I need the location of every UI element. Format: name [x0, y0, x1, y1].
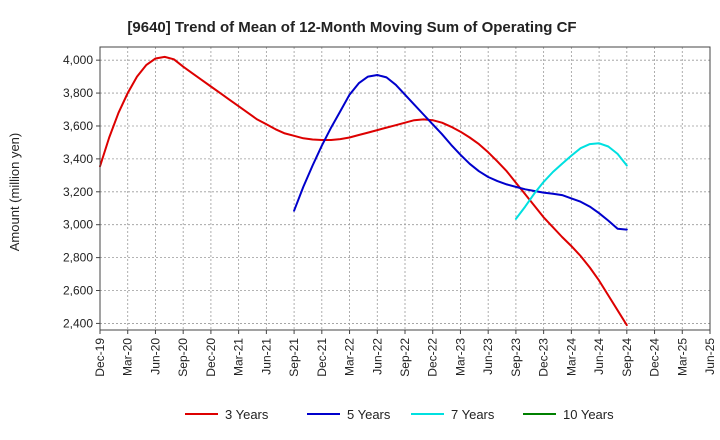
x-tick-label: Dec-20 [204, 338, 218, 377]
y-tick-label: 4,000 [63, 53, 93, 67]
y-tick-label: 2,600 [63, 284, 93, 298]
x-tick-label: Mar-21 [232, 338, 246, 376]
x-tick-label: Dec-22 [426, 338, 440, 377]
x-tick-label: Jun-22 [370, 338, 384, 375]
y-tick-label: 2,400 [63, 316, 93, 330]
legend-label-5-years: 5 Years [347, 407, 391, 422]
x-tick-label: Dec-24 [648, 338, 662, 377]
y-tick-label: 3,200 [63, 185, 93, 199]
series-lines [99, 55, 628, 327]
legend-label-7-years: 7 Years [451, 407, 495, 422]
x-tick-label: Mar-22 [343, 338, 357, 376]
series-line-3-years [99, 55, 628, 327]
x-tick-label: Jun-21 [259, 338, 273, 375]
x-tick-label: Mar-23 [453, 338, 467, 376]
x-tick-label: Mar-24 [564, 338, 578, 376]
y-tick-label: 3,600 [63, 119, 93, 133]
chart-title: [9640] Trend of Mean of 12-Month Moving … [127, 19, 576, 36]
y-tick-label: 2,800 [63, 251, 93, 265]
y-axis-label: Amount (million yen) [7, 133, 22, 252]
x-tick-label: Sep-22 [398, 338, 412, 377]
x-tick-label: Dec-19 [93, 338, 107, 377]
y-tick-label: 3,000 [63, 218, 93, 232]
y-tick-label: 3,800 [63, 86, 93, 100]
series-line-5-years [293, 74, 628, 231]
legend: 3 Years 5 Years 7 Years 10 Years [185, 407, 614, 422]
x-tick-label: Jun-20 [148, 338, 162, 375]
x-tick-label: Sep-24 [620, 338, 634, 377]
x-tick-label: Sep-20 [176, 338, 190, 377]
x-tick-label: Jun-24 [592, 338, 606, 375]
grid [99, 47, 711, 330]
x-tick-label: Mar-25 [675, 338, 689, 376]
legend-label-10-years: 10 Years [563, 407, 614, 422]
x-axis-ticks: Dec-19 Mar-20 Jun-20 Sep-20 Dec-20 Mar-21 Jun-… [93, 330, 717, 377]
x-tick-label: Jun-25 [703, 338, 717, 375]
x-tick-label: Jun-23 [481, 338, 495, 375]
x-tick-label: Dec-21 [315, 338, 329, 377]
x-tick-label: Sep-23 [509, 338, 523, 377]
x-tick-label: Mar-20 [121, 338, 135, 376]
y-axis-ticks: 2,400 2,600 2,800 3,000 3,200 3,400 3,600 3,800… [63, 53, 100, 330]
series-line-7-years [514, 142, 628, 220]
legend-label-3-years: 3 Years [225, 407, 269, 422]
x-tick-label: Dec-23 [537, 338, 551, 377]
x-tick-label: Sep-21 [287, 338, 301, 377]
y-tick-label: 3,400 [63, 152, 93, 166]
